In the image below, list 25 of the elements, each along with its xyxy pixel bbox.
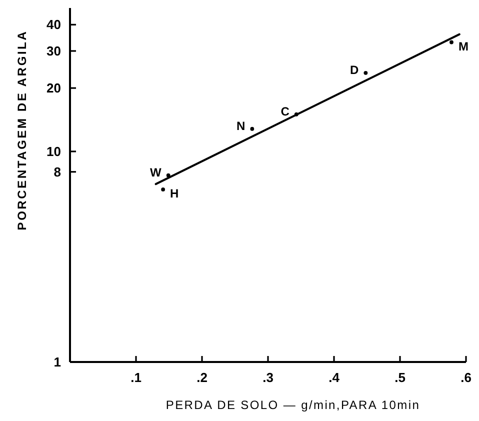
annotation: D xyxy=(350,63,360,78)
point xyxy=(166,173,170,178)
annotation: H xyxy=(170,186,179,201)
y-tick-label: 40 xyxy=(46,17,61,32)
annotation: N xyxy=(236,119,246,134)
x-tick-label: .6 xyxy=(460,370,472,385)
y-tick-label: 30 xyxy=(46,44,61,59)
y-tick-label: 20 xyxy=(46,80,61,96)
x-tick-label: .1 xyxy=(130,370,142,385)
annotation: C xyxy=(280,104,290,119)
point xyxy=(250,126,254,131)
point xyxy=(161,187,166,192)
annotation: M xyxy=(458,39,468,54)
point xyxy=(364,70,368,75)
x-tick-label: .5 xyxy=(394,370,406,385)
point xyxy=(450,40,454,44)
y-tick-label: 10 xyxy=(46,144,61,159)
y-axis-title: PORCENTAGEM DE ARGILA xyxy=(15,30,29,230)
y-tick-label: 8 xyxy=(54,164,61,180)
y-tick-label: 1 xyxy=(54,354,61,370)
x-tick-label: .4 xyxy=(328,370,340,385)
x-tick-label: .3 xyxy=(262,370,274,385)
x-axis-title: PERDA DE SOLO — g/min,PARA 10min xyxy=(166,398,420,412)
x-tick-label: .2 xyxy=(196,370,208,385)
annotation: W xyxy=(150,166,162,180)
